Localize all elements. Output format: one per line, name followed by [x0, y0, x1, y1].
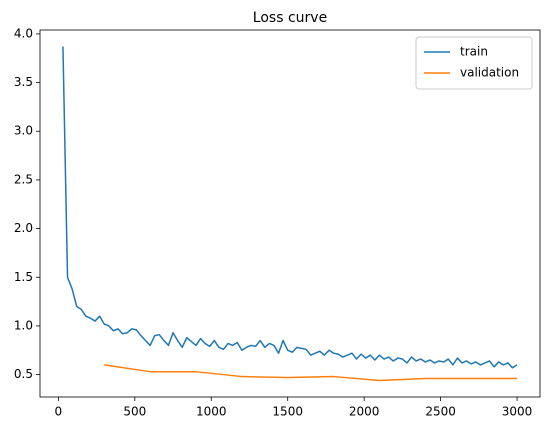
chart-title: Loss curve	[253, 10, 327, 26]
axes-frame	[39, 29, 541, 398]
x-tick-label: 2500	[425, 405, 456, 419]
series-line	[62, 46, 518, 369]
y-tick-label: 0.5	[14, 367, 33, 381]
series-line	[104, 364, 518, 382]
y-tick-label: 1.0	[14, 318, 33, 332]
legend-label: validation	[460, 66, 519, 80]
legend-label: train	[460, 45, 488, 59]
x-tick-label: 1000	[196, 405, 227, 419]
x-tick-label: 500	[123, 405, 146, 419]
legend-box	[415, 36, 533, 90]
y-tick-label: 1.5	[14, 270, 33, 284]
x-tick-label: 2000	[349, 405, 380, 419]
y-tick-label: 4.0	[14, 26, 33, 40]
x-tick-label: 3000	[502, 405, 533, 419]
x-tick-label: 1500	[272, 405, 303, 419]
x-tick-label: 0	[55, 405, 63, 419]
y-tick-label: 3.0	[14, 124, 33, 138]
y-tick-label: 2.0	[14, 221, 33, 235]
y-tick-label: 2.5	[14, 172, 33, 186]
y-tick-label: 3.5	[14, 75, 33, 89]
